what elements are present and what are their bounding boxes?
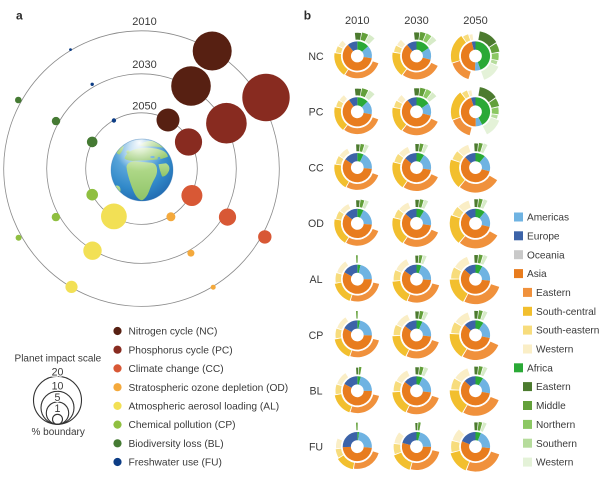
svg-text:FU: FU — [309, 441, 323, 453]
svg-text:Oceania: Oceania — [527, 250, 565, 261]
svg-text:CP: CP — [309, 330, 324, 342]
svg-text:Freshwater use (FU): Freshwater use (FU) — [129, 458, 222, 469]
svg-text:2030: 2030 — [404, 15, 428, 27]
svg-text:Planet impact scale: Planet impact scale — [15, 354, 102, 365]
svg-text:Asia: Asia — [527, 269, 547, 280]
svg-text:NC: NC — [308, 51, 324, 63]
svg-text:% boundary: % boundary — [32, 427, 85, 438]
svg-text:Chemical pollution (CP): Chemical pollution (CP) — [129, 420, 236, 431]
svg-text:OD: OD — [308, 218, 324, 230]
svg-text:a: a — [16, 9, 23, 23]
svg-text:Phosphorus cycle (PC): Phosphorus cycle (PC) — [129, 345, 233, 356]
svg-text:PC: PC — [309, 107, 324, 119]
svg-text:Southern: Southern — [536, 439, 577, 450]
svg-text:Northern: Northern — [536, 420, 575, 431]
svg-text:BL: BL — [310, 386, 323, 398]
svg-text:Europe: Europe — [527, 231, 560, 242]
svg-text:2050: 2050 — [463, 15, 487, 27]
svg-text:Climate change (CC): Climate change (CC) — [129, 364, 224, 375]
svg-text:AL: AL — [310, 274, 323, 286]
svg-text:Western: Western — [536, 345, 573, 356]
svg-text:Eastern: Eastern — [536, 288, 571, 299]
svg-text:10: 10 — [52, 380, 64, 392]
svg-text:South-central: South-central — [536, 307, 596, 318]
svg-text:Americas: Americas — [527, 213, 569, 224]
svg-text:Stratospheric ozone depletion: Stratospheric ozone depletion (OD) — [129, 383, 289, 394]
svg-text:Biodiversity loss (BL): Biodiversity loss (BL) — [129, 439, 224, 450]
svg-text:Middle: Middle — [536, 401, 566, 412]
svg-text:Africa: Africa — [527, 363, 553, 374]
svg-text:5: 5 — [55, 392, 61, 404]
svg-text:Nitrogen cycle (NC): Nitrogen cycle (NC) — [129, 327, 218, 338]
svg-text:1: 1 — [55, 403, 61, 415]
svg-text:2010: 2010 — [132, 16, 156, 28]
svg-text:CC: CC — [308, 162, 324, 174]
svg-text:2010: 2010 — [345, 15, 369, 27]
svg-text:2050: 2050 — [132, 101, 156, 113]
svg-text:2030: 2030 — [132, 59, 156, 71]
svg-text:Atmospheric aerosol loading (A: Atmospheric aerosol loading (AL) — [129, 402, 280, 413]
svg-text:Eastern: Eastern — [536, 382, 571, 393]
svg-text:20: 20 — [52, 366, 64, 378]
svg-text:South-eastern: South-eastern — [536, 326, 599, 337]
svg-text:b: b — [304, 9, 311, 23]
svg-text:Western: Western — [536, 458, 573, 469]
